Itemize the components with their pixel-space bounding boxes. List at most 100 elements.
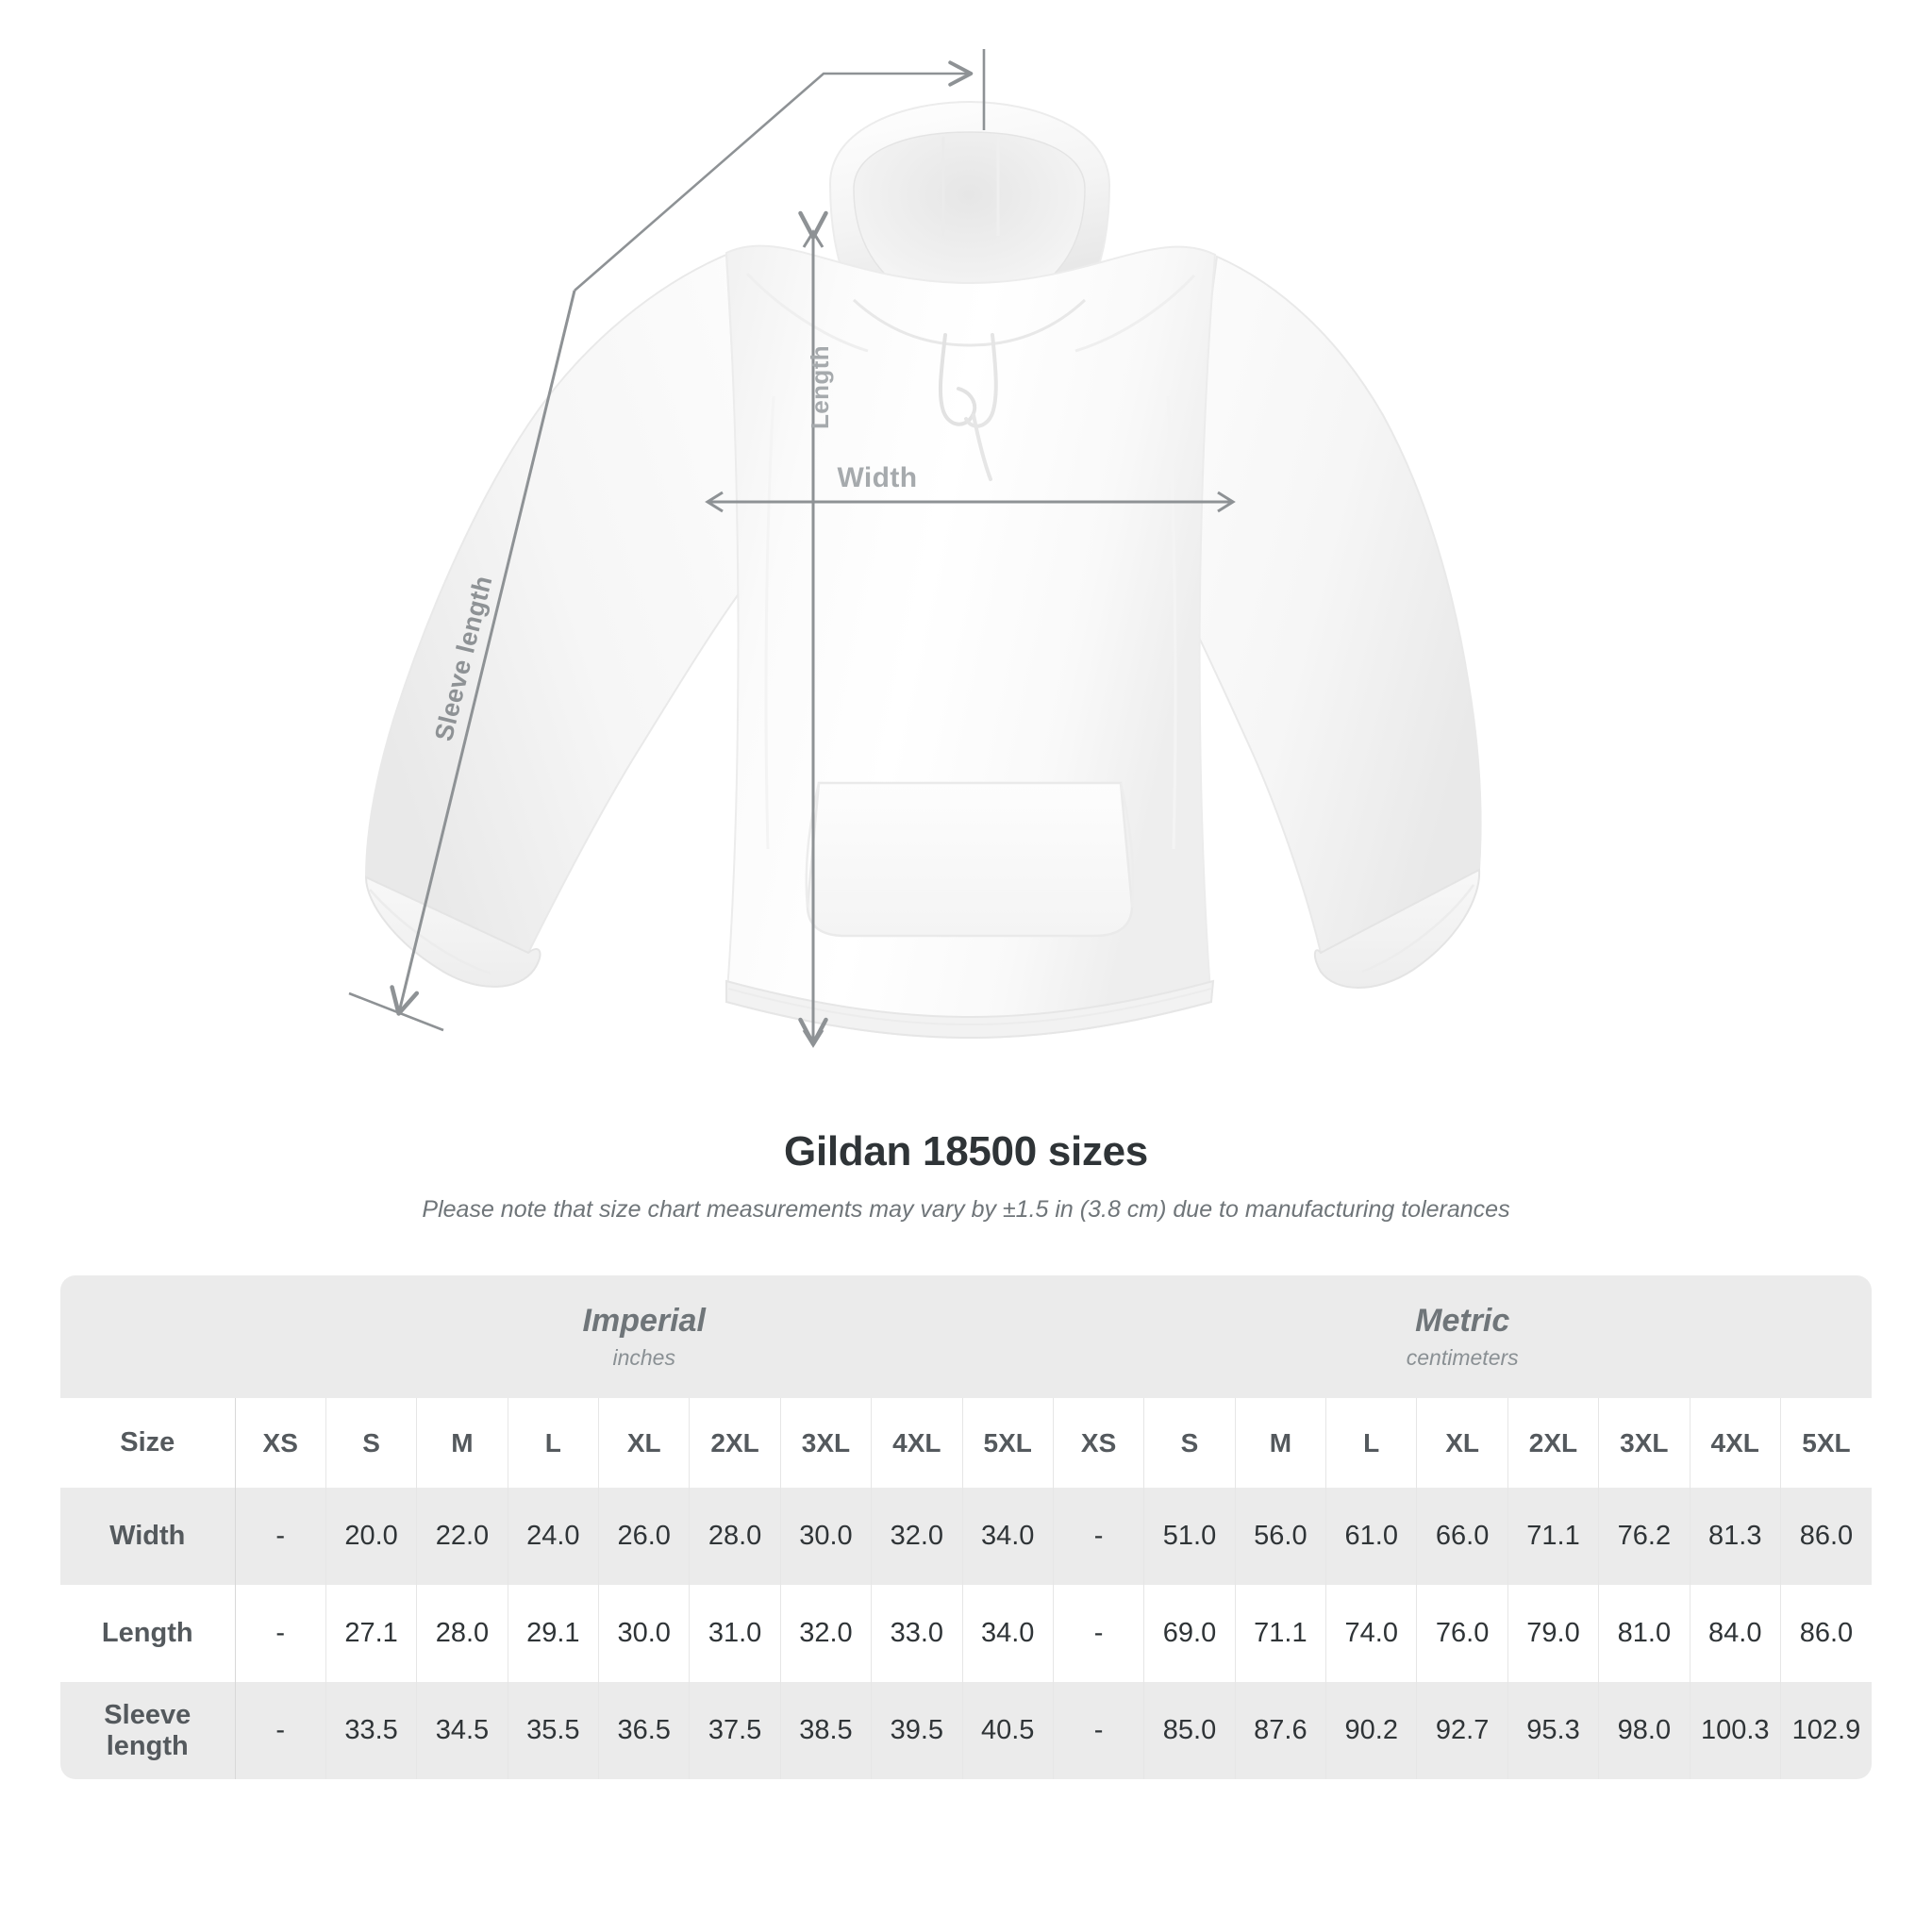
cell-sleeve-length-imperial-m: 34.5 (416, 1682, 508, 1779)
cell-sleeve-length-metric-xl: 92.7 (1416, 1682, 1508, 1779)
cell-width-imperial-5xl: 34.0 (962, 1488, 1054, 1585)
cell-length-imperial-l: 29.1 (508, 1585, 600, 1682)
cell-sleeve-length-metric-3xl: 98.0 (1598, 1682, 1690, 1779)
cell-width-imperial-2xl: 28.0 (689, 1488, 781, 1585)
cell-width-metric-xl: 66.0 (1416, 1488, 1508, 1585)
cell-sleeve-length-metric-xs: - (1052, 1682, 1145, 1779)
size-header-imperial-3xl: 3XL (780, 1398, 873, 1488)
table-row: Width -20.0 22.0 24.0 26.0 28.0 30.0 32.0 34.0-5… (60, 1488, 1872, 1585)
unit-header-row: Imperial inches Metric centimeters (60, 1275, 1872, 1398)
unit-group-imperial-sub: inches (612, 1344, 675, 1370)
size-chart-table: Imperial inches Metric centimeters Size … (60, 1275, 1872, 1779)
size-header-imperial-xl: XL (598, 1398, 691, 1488)
size-header-metric-s: S (1143, 1398, 1236, 1488)
table-row: Sleeve length -33.5 34.5 35.5 36.5 37.5 38.5 39… (60, 1682, 1872, 1779)
cell-width-metric-s: 51.0 (1143, 1488, 1236, 1585)
cell-length-imperial-xl: 30.0 (598, 1585, 691, 1682)
size-header-label: Size (60, 1398, 236, 1488)
cell-sleeve-length-metric-4xl: 100.3 (1690, 1682, 1781, 1779)
cell-sleeve-length-imperial-s: 33.5 (325, 1682, 418, 1779)
cell-sleeve-length-metric-l: 90.2 (1325, 1682, 1418, 1779)
cell-width-metric-l: 61.0 (1325, 1488, 1418, 1585)
size-header-metric-5xl: 5XL (1780, 1398, 1872, 1488)
width-label: Width (837, 462, 917, 493)
cell-length-imperial-m: 28.0 (416, 1585, 508, 1682)
cell-length-metric-xl: 76.0 (1416, 1585, 1508, 1682)
size-header-metric-4xl: 4XL (1690, 1398, 1781, 1488)
cell-sleeve-length-metric-2xl: 95.3 (1507, 1682, 1600, 1779)
size-header-metric-3xl: 3XL (1598, 1398, 1690, 1488)
size-header-imperial-2xl: 2XL (689, 1398, 781, 1488)
cell-length-metric-s: 69.0 (1143, 1585, 1236, 1682)
size-header-imperial-4xl: 4XL (871, 1398, 963, 1488)
cell-length-imperial-3xl: 32.0 (780, 1585, 873, 1682)
cell-length-metric-3xl: 81.0 (1598, 1585, 1690, 1682)
cell-sleeve-length-imperial-l: 35.5 (508, 1682, 600, 1779)
sleeve-length-end-tick (348, 991, 444, 1032)
cell-sleeve-length-metric-5xl: 102.9 (1780, 1682, 1872, 1779)
cell-length-metric-4xl: 84.0 (1690, 1585, 1781, 1682)
table-row: Length -27.1 28.0 29.1 30.0 31.0 32.0 33.0 34.0-… (60, 1585, 1872, 1682)
sleeve-length-arrow (390, 290, 576, 1016)
cell-sleeve-length-imperial-xl: 36.5 (598, 1682, 691, 1779)
cell-width-imperial-s: 20.0 (325, 1488, 418, 1585)
row-label-width: Width (60, 1488, 236, 1585)
cell-length-metric-xs: - (1052, 1585, 1145, 1682)
cell-width-metric-5xl: 86.0 (1780, 1488, 1872, 1585)
cell-width-metric-xs: - (1052, 1488, 1145, 1585)
size-header-imperial-l: L (508, 1398, 600, 1488)
cell-width-metric-3xl: 76.2 (1598, 1488, 1690, 1585)
cell-sleeve-length-imperial-5xl: 40.5 (962, 1682, 1054, 1779)
size-header-metric-m: M (1235, 1398, 1327, 1488)
cell-width-imperial-4xl: 32.0 (871, 1488, 963, 1585)
page-subtitle: Please note that size chart measurements… (422, 1195, 1510, 1223)
cell-width-metric-m: 56.0 (1235, 1488, 1327, 1585)
length-arrow-heads (802, 229, 824, 1048)
cell-sleeve-length-imperial-xs: - (235, 1682, 326, 1779)
cell-sleeve-length-imperial-3xl: 38.5 (780, 1682, 873, 1779)
cell-length-metric-2xl: 79.0 (1507, 1585, 1600, 1682)
size-header-metric-xl: XL (1416, 1398, 1508, 1488)
cell-length-imperial-4xl: 33.0 (871, 1585, 963, 1682)
size-header-row: Size XS S M L XL 2XL 3XL 4XL 5XL XS S M L XL 2XL 3XL 4XL… (60, 1398, 1872, 1488)
cell-sleeve-length-metric-s: 85.0 (1143, 1682, 1236, 1779)
cell-length-imperial-2xl: 31.0 (689, 1585, 781, 1682)
measurement-overlay: Length Width Sleeve length (348, 49, 1236, 1048)
cell-length-imperial-xs: - (235, 1585, 326, 1682)
cell-width-imperial-3xl: 30.0 (780, 1488, 873, 1585)
row-label-sleeve-length: Sleeve length (60, 1682, 236, 1779)
title-block: Gildan 18500 sizes Please note that size… (0, 1127, 1932, 1224)
unit-group-metric-name: Metric (1415, 1302, 1510, 1339)
sleeve-leader-diagonal (574, 72, 825, 291)
size-header-imperial-s: S (325, 1398, 418, 1488)
page-title: Gildan 18500 sizes (784, 1128, 1148, 1174)
size-header-metric-2xl: 2XL (1507, 1398, 1600, 1488)
unit-header-spacer (60, 1275, 236, 1398)
cell-length-metric-5xl: 86.0 (1780, 1585, 1872, 1682)
size-header-imperial-5xl: 5XL (962, 1398, 1054, 1488)
cell-sleeve-length-imperial-4xl: 39.5 (871, 1682, 963, 1779)
cell-width-imperial-l: 24.0 (508, 1488, 600, 1585)
size-header-imperial-xs: XS (235, 1398, 326, 1488)
cell-width-imperial-xs: - (235, 1488, 326, 1585)
cell-length-imperial-s: 27.1 (325, 1585, 418, 1682)
size-header-metric-l: L (1325, 1398, 1418, 1488)
unit-group-imperial: Imperial inches (235, 1275, 1054, 1398)
garment-diagram: Length Width Sleeve length (348, 49, 1482, 1048)
hoodie-illustration (364, 100, 1482, 1040)
cell-sleeve-length-metric-m: 87.6 (1235, 1682, 1327, 1779)
unit-group-metric-sub: centimeters (1406, 1344, 1519, 1370)
size-header-imperial-m: M (416, 1398, 508, 1488)
cell-width-metric-4xl: 81.3 (1690, 1488, 1781, 1585)
width-arrow-heads (705, 491, 1236, 513)
row-label-length: Length (60, 1585, 236, 1682)
cell-width-imperial-xl: 26.0 (598, 1488, 691, 1585)
cell-sleeve-length-imperial-2xl: 37.5 (689, 1682, 781, 1779)
cell-width-imperial-m: 22.0 (416, 1488, 508, 1585)
size-chart-table-wrap: Imperial inches Metric centimeters Size … (60, 1275, 1872, 1779)
cell-length-imperial-5xl: 34.0 (962, 1585, 1054, 1682)
sleeve-length-label: Sleeve length (429, 573, 497, 743)
cell-width-metric-2xl: 71.1 (1507, 1488, 1600, 1585)
length-label: Length (806, 345, 834, 429)
cell-length-metric-l: 74.0 (1325, 1585, 1418, 1682)
